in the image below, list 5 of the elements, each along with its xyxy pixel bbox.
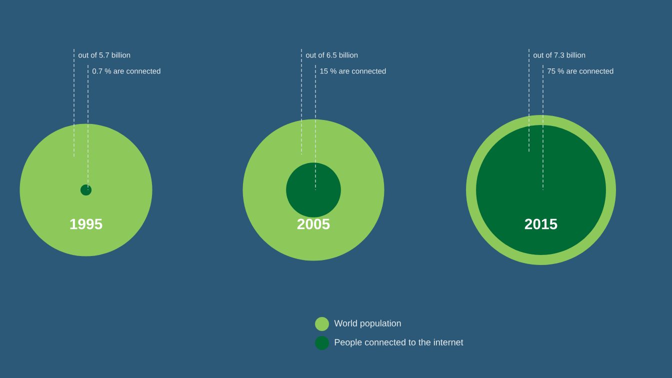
legend-label: World population — [334, 320, 401, 328]
category-label: 2005 — [297, 218, 330, 230]
legend-label: People connected to the internet — [334, 338, 464, 348]
category-label: 1995 — [70, 218, 102, 230]
category-label: 2015 — [524, 218, 558, 230]
